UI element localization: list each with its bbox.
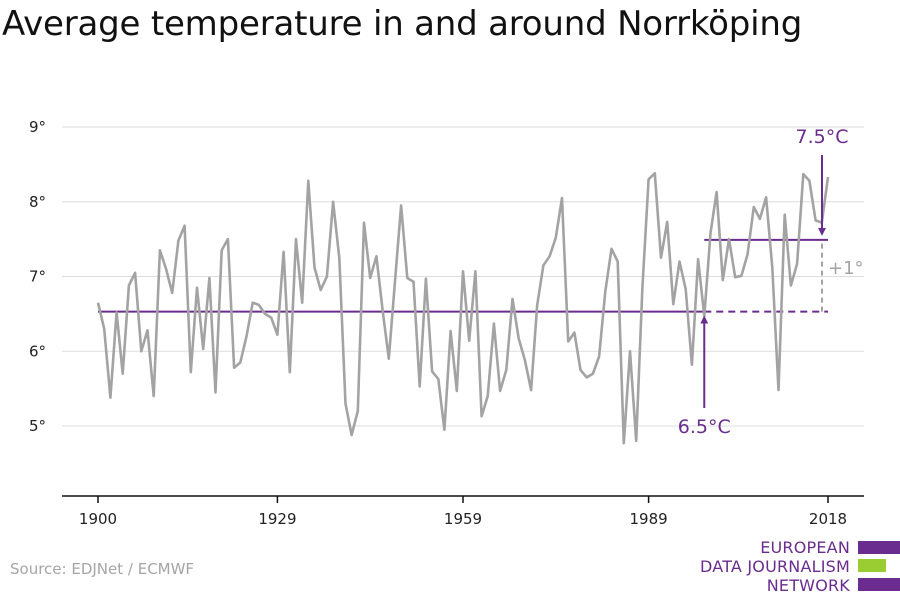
annotations: 6.5°C 7.5°C +1° <box>678 126 864 438</box>
y-tick-label-9: 9° <box>29 118 46 136</box>
chart-title: Average temperature in and around Norrkö… <box>2 4 803 44</box>
label-difference: +1° <box>828 258 864 279</box>
temperature-series-line <box>96 172 830 445</box>
logo-bar-green <box>858 559 886 572</box>
x-tick-label-1900: 1900 <box>79 510 117 528</box>
y-tick-label-6: 6° <box>29 342 46 360</box>
y-tick-label-5: 5° <box>29 417 46 435</box>
x-tick-labels: 1900 1929 1959 1989 2018 <box>79 510 847 528</box>
logo-line-1: EUROPEAN <box>760 538 850 557</box>
x-tick-label-2018: 2018 <box>809 510 847 528</box>
logo-line-3: NETWORK <box>766 576 850 595</box>
source-note: Source: EDJNet / ECMWF <box>10 560 195 578</box>
y-tick-labels: 5° 6° 7° 8° 9° <box>29 118 46 435</box>
x-tick-label-1959: 1959 <box>444 510 482 528</box>
edjnet-logo: EUROPEAN DATA JOURNALISM NETWORK <box>700 538 900 598</box>
series-layer <box>96 172 830 445</box>
x-tick-label-1929: 1929 <box>258 510 296 528</box>
x-tick-label-1989: 1989 <box>629 510 667 528</box>
logo-bar-purple-top <box>858 541 900 554</box>
logo-bar-purple-bottom <box>858 578 900 591</box>
label-recent-temp: 7.5°C <box>796 126 849 148</box>
logo-line-2: DATA JOURNALISM <box>700 557 850 576</box>
label-baseline-temp: 6.5°C <box>678 416 731 438</box>
y-tick-label-8: 8° <box>29 193 46 211</box>
y-tick-label-7: 7° <box>29 268 46 286</box>
x-axis <box>62 495 864 503</box>
